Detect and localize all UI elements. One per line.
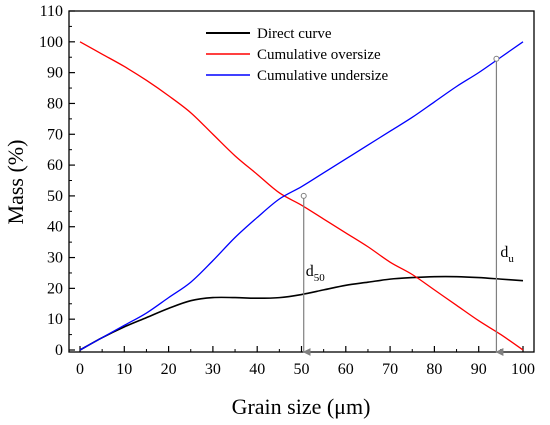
annotation-label: d50 [306,263,326,284]
legend: Direct curve Cumulative oversize Cumulativ… [206,26,389,84]
annotation-marker [493,55,500,62]
annotation-label-main: d [500,244,508,261]
series-line-3 [79,41,524,351]
y-tick-label: 110 [40,3,63,20]
x-axis-title: Grain size (μm) [232,394,371,419]
y-tick-label: 80 [47,95,63,112]
y-tick-label: 0 [55,342,63,359]
x-tick-label: 60 [338,361,354,378]
x-tick-label: 70 [382,361,398,378]
y-axis: 0 10 20 30 40 50 60 70 80 90 100 110 [39,3,75,359]
series-line-1 [79,275,524,351]
legend-label-2: Cumulative oversize [257,47,381,63]
x-axis: 0 10 20 30 40 50 60 70 80 90 100 [76,346,535,378]
annotation-label-subscript: u [508,253,514,265]
x-tick-label: 40 [249,361,265,378]
y-tick-label: 70 [47,126,63,143]
y-tick-label: 10 [47,311,63,328]
annotation-label-main: d [306,263,314,280]
series-lines [79,41,524,351]
x-tick-label: 0 [76,361,84,378]
annotation-marker [300,192,307,199]
legend-label-1: Direct curve [257,26,332,42]
x-tick-label: 10 [116,361,132,378]
x-tick-label: 100 [511,361,535,378]
y-tick-label: 20 [47,280,63,297]
x-tick-label: 50 [294,361,310,378]
x-tick-label: 20 [161,361,177,378]
y-tick-label: 40 [47,219,63,236]
legend-label-3: Cumulative undersize [257,68,389,84]
y-tick-label: 100 [39,34,63,51]
annotation-label-subscript: 50 [314,272,326,284]
y-tick-label: 90 [47,65,63,82]
y-tick-label: 50 [47,188,63,205]
series-line-2 [79,41,524,351]
x-tick-label: 30 [205,361,221,378]
y-tick-label: 30 [47,250,63,267]
y-axis-title: Mass (%) [3,140,28,225]
annotation-label: du [500,244,514,265]
x-tick-label: 80 [426,361,442,378]
y-tick-label: 60 [47,157,63,174]
x-tick-label: 90 [471,361,487,378]
